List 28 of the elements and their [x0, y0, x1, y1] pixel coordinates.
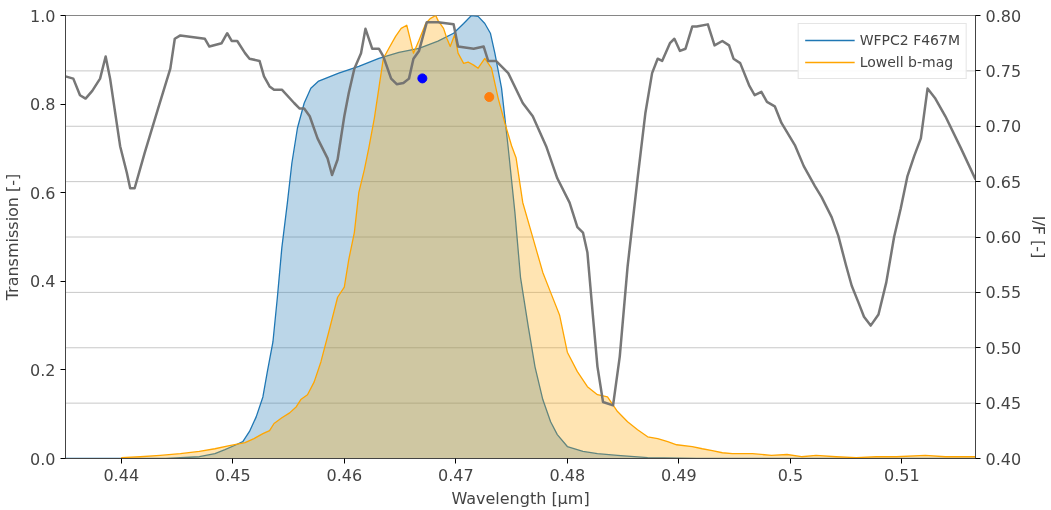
- y-tick-label: 0.0: [30, 449, 56, 469]
- y2-axis-title: I/F [-]: [1029, 215, 1049, 259]
- y2-tick-label: 0.75: [985, 61, 1022, 81]
- x-tick-label: 0.51: [884, 465, 920, 485]
- x-axis-title: Wavelength [μm]: [451, 488, 590, 508]
- x-tick-label: 0.5: [777, 465, 804, 485]
- y2-tick-label: 0.70: [985, 117, 1022, 137]
- x-tick-label: 0.46: [326, 465, 363, 485]
- y2-tick-label: 0.80: [985, 6, 1022, 26]
- y-tick-label: 0.8: [30, 95, 56, 115]
- x-tick-label: 0.48: [549, 465, 586, 485]
- legend-label: Lowell b-mag: [859, 54, 954, 70]
- y-tick-label: 1.0: [30, 6, 56, 26]
- y2-tick-label: 0.55: [985, 283, 1022, 303]
- x-tick-label: 0.49: [661, 465, 697, 485]
- y2-tick-label: 0.40: [985, 449, 1022, 469]
- y2-tick-label: 0.60: [985, 228, 1022, 247]
- y2-tick-label: 0.65: [985, 172, 1022, 192]
- y-tick-label: 0.4: [30, 272, 56, 292]
- x-tick-label: 0.45: [214, 465, 251, 485]
- y2-tick-label: 0.50: [985, 338, 1022, 358]
- legend-label: WFPC2 F467M: [859, 32, 960, 48]
- y-tick-label: 0.2: [30, 360, 56, 380]
- y-tick-label: 0.6: [30, 183, 56, 203]
- x-tick-label: 0.44: [103, 465, 140, 485]
- y-axis-title: Transmission [-]: [3, 173, 23, 302]
- y2-tick-label: 0.45: [985, 394, 1022, 414]
- x-tick-label: 0.47: [438, 465, 474, 485]
